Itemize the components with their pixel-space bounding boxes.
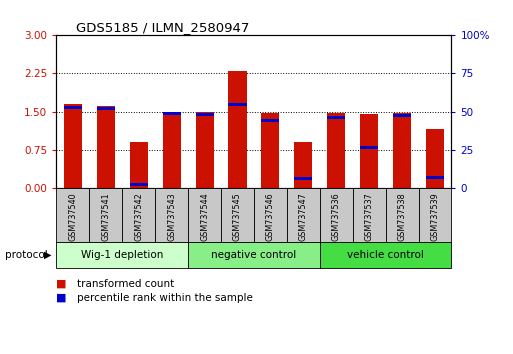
- Bar: [426, 176, 444, 179]
- Text: GSM737542: GSM737542: [134, 192, 143, 241]
- Bar: [360, 145, 378, 149]
- Bar: [426, 129, 444, 188]
- Bar: [155, 188, 188, 242]
- Text: GSM737537: GSM737537: [365, 192, 373, 241]
- Bar: [64, 107, 82, 109]
- Text: transformed count: transformed count: [77, 279, 174, 289]
- Bar: [89, 188, 122, 242]
- Bar: [261, 113, 280, 188]
- Bar: [195, 113, 213, 116]
- Bar: [393, 113, 411, 188]
- Text: GSM737546: GSM737546: [266, 192, 275, 241]
- Bar: [320, 188, 353, 242]
- Text: negative control: negative control: [211, 250, 297, 260]
- Bar: [228, 71, 247, 188]
- Text: ■: ■: [56, 279, 67, 289]
- Text: vehicle control: vehicle control: [347, 250, 424, 260]
- Bar: [163, 112, 181, 115]
- Bar: [221, 188, 254, 242]
- Text: GSM737543: GSM737543: [167, 192, 176, 241]
- Text: ▶: ▶: [44, 250, 51, 260]
- Bar: [188, 188, 221, 242]
- Bar: [163, 112, 181, 188]
- Text: GSM737544: GSM737544: [200, 192, 209, 241]
- Text: Wig-1 depletion: Wig-1 depletion: [81, 250, 164, 260]
- Bar: [56, 242, 188, 268]
- Text: GSM737538: GSM737538: [398, 192, 407, 241]
- Bar: [64, 104, 82, 188]
- Bar: [419, 188, 451, 242]
- Bar: [122, 188, 155, 242]
- Bar: [393, 114, 411, 116]
- Text: GSM737540: GSM737540: [68, 192, 77, 241]
- Text: GSM737547: GSM737547: [299, 192, 308, 241]
- Bar: [130, 183, 148, 185]
- Bar: [386, 188, 419, 242]
- Text: GSM737545: GSM737545: [233, 192, 242, 241]
- Bar: [254, 188, 287, 242]
- Bar: [188, 242, 320, 268]
- Text: GDS5185 / ILMN_2580947: GDS5185 / ILMN_2580947: [76, 21, 249, 34]
- Bar: [320, 242, 451, 268]
- Bar: [97, 108, 115, 110]
- Text: protocol: protocol: [5, 250, 48, 260]
- Bar: [287, 188, 320, 242]
- Bar: [130, 142, 148, 188]
- Text: percentile rank within the sample: percentile rank within the sample: [77, 293, 253, 303]
- Text: GSM737536: GSM737536: [332, 192, 341, 241]
- Text: GSM737539: GSM737539: [430, 192, 440, 241]
- Bar: [294, 142, 312, 188]
- Bar: [294, 177, 312, 180]
- Bar: [360, 114, 378, 188]
- Bar: [228, 103, 247, 107]
- Bar: [56, 188, 89, 242]
- Bar: [195, 112, 213, 188]
- Bar: [327, 116, 345, 119]
- Text: ■: ■: [56, 293, 67, 303]
- Text: GSM737541: GSM737541: [101, 192, 110, 241]
- Bar: [353, 188, 386, 242]
- Bar: [97, 107, 115, 188]
- Bar: [261, 119, 280, 122]
- Bar: [327, 113, 345, 188]
